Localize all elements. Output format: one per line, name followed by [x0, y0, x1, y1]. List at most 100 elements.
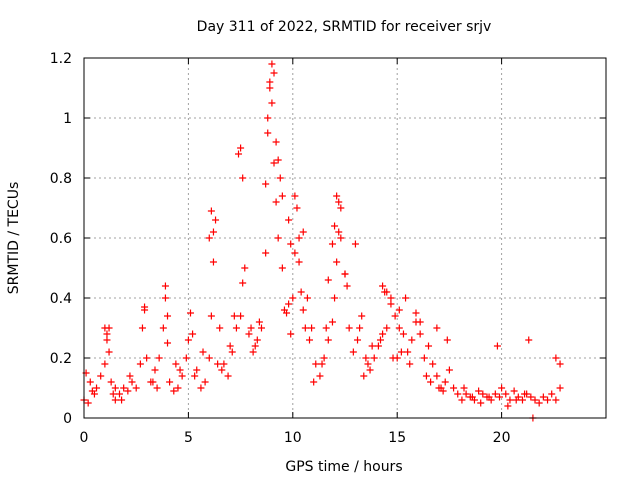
data-point — [316, 372, 324, 380]
data-point — [184, 336, 192, 344]
x-tick-label: 0 — [80, 430, 89, 446]
data-point — [356, 324, 364, 332]
y-tick-label: 0.6 — [50, 231, 72, 247]
data-point — [441, 378, 449, 386]
data-point — [274, 156, 282, 164]
data-point — [299, 228, 307, 236]
y-tick-label: 1 — [63, 111, 72, 127]
data-point — [220, 360, 228, 368]
data-point — [101, 324, 109, 332]
data-point — [295, 234, 303, 242]
data-point — [404, 348, 412, 356]
y-axis-ticks: 0 0.2 0.4 0.6 0.8 1 1.2 — [50, 51, 606, 427]
data-point — [224, 372, 232, 380]
data-point — [308, 324, 316, 332]
data-point — [496, 393, 504, 401]
x-axis-ticks: 0 5 10 15 20 — [80, 58, 511, 446]
data-point — [141, 303, 149, 311]
data-point — [105, 348, 113, 356]
data-point — [335, 198, 343, 206]
data-point — [86, 378, 94, 386]
data-point — [272, 138, 280, 146]
data-point — [477, 399, 485, 407]
data-point — [370, 354, 378, 362]
data-point — [433, 324, 441, 332]
data-point — [249, 348, 257, 356]
data-point — [395, 306, 403, 314]
data-point — [189, 330, 197, 338]
data-point — [454, 390, 462, 398]
data-point — [420, 354, 428, 362]
data-point — [531, 396, 539, 404]
data-point — [241, 264, 249, 272]
y-tick-label: 0.4 — [50, 291, 72, 307]
data-point — [230, 312, 238, 320]
data-point — [226, 342, 234, 350]
data-point — [218, 366, 226, 374]
data-point — [109, 390, 117, 398]
data-point — [291, 192, 299, 200]
data-point — [237, 312, 245, 320]
data-point — [433, 372, 441, 380]
data-point — [368, 342, 376, 350]
data-point — [439, 387, 447, 395]
data-point — [349, 348, 357, 356]
data-point — [93, 384, 101, 392]
data-point — [264, 114, 272, 122]
data-point — [491, 390, 499, 398]
data-point — [337, 234, 345, 242]
data-point — [207, 207, 215, 215]
data-point — [343, 282, 351, 290]
data-point — [274, 234, 282, 242]
data-point — [289, 294, 297, 302]
data-point — [324, 276, 332, 284]
data-point — [299, 306, 307, 314]
data-point — [306, 336, 314, 344]
data-point — [268, 60, 276, 68]
data-point — [278, 192, 286, 200]
data-point — [322, 324, 330, 332]
data-point — [291, 249, 299, 257]
data-point — [228, 348, 236, 356]
data-point — [161, 282, 169, 290]
data-point — [239, 279, 247, 287]
data-point — [521, 390, 529, 398]
y-tick-label: 0 — [63, 411, 72, 427]
data-point — [201, 378, 209, 386]
data-point — [479, 390, 487, 398]
data-point — [149, 378, 157, 386]
data-point — [358, 312, 366, 320]
data-point — [270, 159, 278, 167]
data-point — [178, 372, 186, 380]
data-point — [408, 336, 416, 344]
data-point — [328, 318, 336, 326]
data-point — [164, 312, 172, 320]
data-point — [97, 372, 105, 380]
data-point — [303, 294, 311, 302]
data-point — [333, 258, 341, 266]
data-point — [128, 378, 136, 386]
data-point — [182, 354, 190, 362]
data-point — [552, 354, 560, 362]
data-point — [115, 390, 123, 398]
data-point — [176, 366, 184, 374]
data-point — [450, 384, 458, 392]
data-point — [518, 396, 526, 404]
data-point — [406, 360, 414, 368]
data-point — [468, 393, 476, 401]
data-point — [337, 204, 345, 212]
data-point — [462, 390, 470, 398]
data-point — [485, 393, 493, 401]
data-point — [544, 396, 552, 404]
data-point — [205, 354, 213, 362]
data-point — [379, 330, 387, 338]
data-point — [101, 360, 109, 368]
data-point — [376, 336, 384, 344]
data-point — [460, 384, 468, 392]
data-point — [498, 384, 506, 392]
data-point — [351, 240, 359, 248]
data-point — [402, 294, 410, 302]
x-axis-label: GPS time / hours — [285, 459, 402, 475]
data-point — [552, 396, 560, 404]
